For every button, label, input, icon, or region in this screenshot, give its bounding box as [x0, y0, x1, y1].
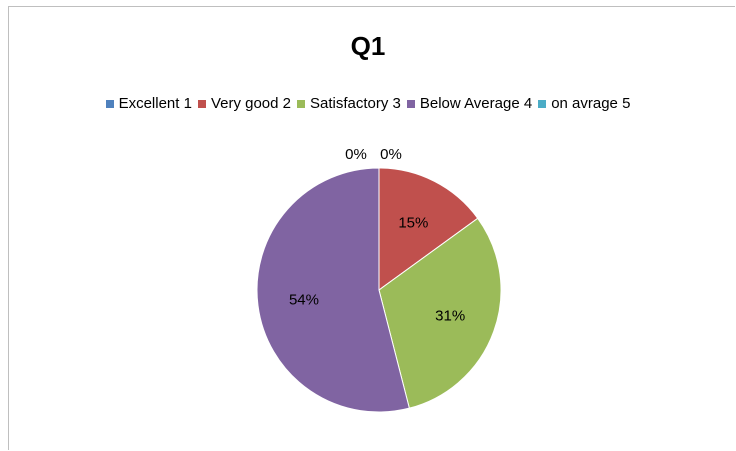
data-label-excellent: 0%	[345, 146, 367, 163]
pie-labels: 0% 15% 31% 54% 0%	[289, 146, 465, 325]
data-label-satisfactory: 31%	[435, 308, 465, 325]
data-label-below-average: 54%	[289, 291, 319, 308]
legend-item-satisfactory: Satisfactory 3	[297, 95, 401, 112]
legend-label-satisfactory: Satisfactory 3	[310, 95, 401, 112]
data-label-on-average: 0%	[380, 146, 402, 163]
legend-swatch-satisfactory	[297, 99, 305, 108]
legend-label-excellent: Excellent 1	[118, 95, 192, 112]
pie-slice-very-good	[378, 167, 479, 291]
legend-label-on-average: on avrage 5	[551, 95, 631, 112]
chart-title: Q1	[350, 31, 386, 61]
pie-slices	[256, 167, 502, 413]
legend-swatch-below-average	[406, 99, 415, 108]
chart-legend: Excellent 1 Very good 2 Satisfactory 3 B…	[0, 95, 736, 112]
data-label-very-good: 15%	[398, 215, 428, 232]
legend-item-excellent: Excellent 1	[105, 95, 192, 112]
legend-label-below-average: Below Average 4	[419, 95, 533, 112]
legend-item-very-good: Very good 2	[197, 95, 291, 112]
legend-swatch-very-good	[197, 99, 206, 108]
pie-slice-satisfactory	[378, 217, 502, 409]
pie-slice-below-average	[256, 167, 410, 413]
legend-label-very-good: Very good 2	[210, 95, 291, 112]
legend-item-on-average: on avrage 5	[538, 95, 630, 112]
legend-swatch-on-average	[538, 99, 547, 108]
legend-swatch-excellent	[105, 99, 114, 108]
legend-item-below-average: Below Average 4	[406, 95, 533, 112]
